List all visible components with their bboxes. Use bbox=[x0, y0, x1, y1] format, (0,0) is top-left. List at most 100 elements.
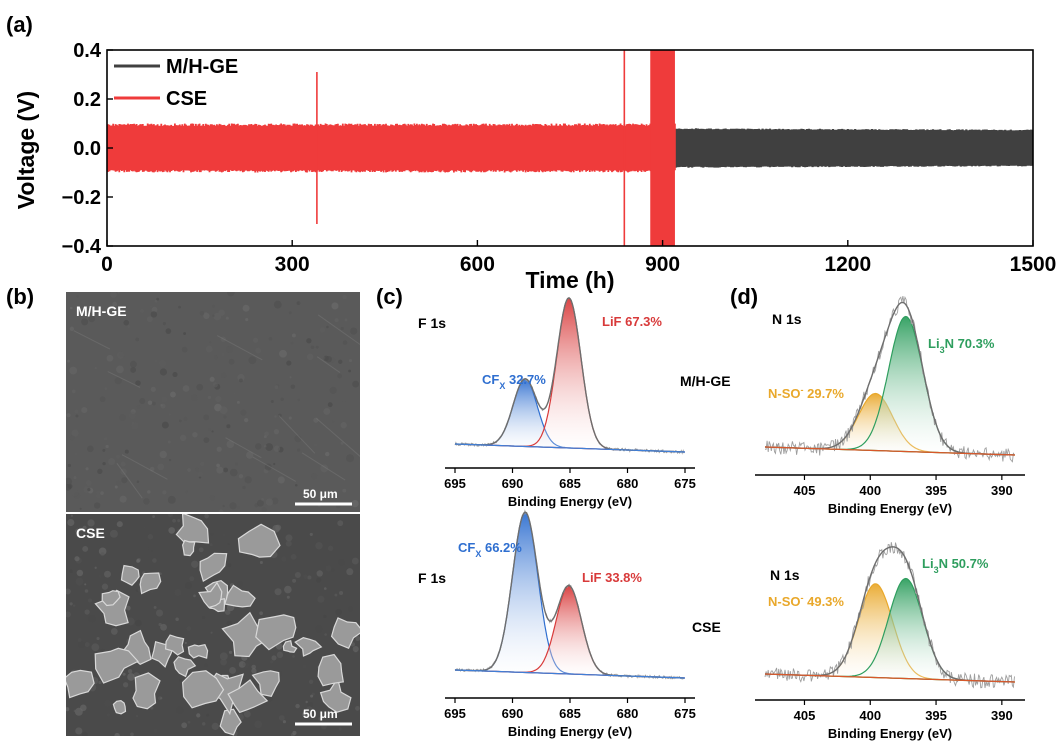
sem-speckle bbox=[94, 366, 97, 370]
peak-label-name: LiF bbox=[582, 570, 602, 585]
sem-speckle bbox=[212, 314, 215, 317]
sem-speckle bbox=[317, 353, 325, 362]
sem-speckle bbox=[81, 407, 88, 414]
sem-speckle bbox=[87, 614, 96, 623]
sem-scratch bbox=[252, 456, 297, 482]
sem-speckle bbox=[182, 385, 190, 392]
sem-speckle bbox=[198, 547, 204, 553]
x-axis-label: Binding Energy (eV) bbox=[508, 724, 632, 739]
sem-speckle bbox=[207, 395, 212, 400]
sem-speckle bbox=[87, 598, 93, 603]
sem-speckle bbox=[219, 406, 228, 415]
sem-speckle bbox=[226, 424, 231, 429]
sem-speckle bbox=[152, 515, 156, 518]
sem-speckle bbox=[285, 540, 292, 547]
sem-speckle bbox=[259, 561, 263, 565]
sem-speckle bbox=[234, 462, 238, 466]
sem-speckle bbox=[119, 351, 126, 358]
sem-speckle bbox=[222, 533, 226, 537]
x-axis-label: Time (h) bbox=[525, 267, 614, 293]
sem-speckle bbox=[288, 311, 292, 315]
sem-image-mhge bbox=[66, 292, 360, 512]
sem-speckle bbox=[192, 431, 198, 438]
x-tick-label: 390 bbox=[991, 708, 1013, 723]
sem-speckle bbox=[154, 299, 158, 303]
sem-speckle bbox=[157, 463, 165, 471]
sem-speckle bbox=[347, 606, 354, 612]
sem-speckle bbox=[284, 585, 292, 594]
peak-label-1: LiF 67.3% bbox=[602, 314, 662, 329]
sem-speckle bbox=[135, 380, 141, 386]
sem-speckle bbox=[191, 560, 199, 568]
sem-speckle bbox=[223, 467, 229, 473]
sem-speckle bbox=[286, 595, 290, 599]
sem-speckle bbox=[209, 341, 212, 344]
sem-speckle bbox=[205, 345, 213, 353]
sem-speckle bbox=[211, 430, 214, 433]
sem-speckle bbox=[224, 609, 231, 615]
sem-scratch bbox=[317, 314, 360, 346]
sem-speckle bbox=[228, 358, 235, 365]
sem-speckle bbox=[274, 588, 282, 596]
sem-label-mhge: M/H-GE bbox=[76, 303, 127, 319]
sem-dendrite bbox=[330, 617, 360, 649]
sem-speckle bbox=[95, 493, 101, 499]
sem-speckle bbox=[148, 546, 152, 550]
sem-speckle bbox=[244, 476, 252, 484]
sem-speckle bbox=[150, 549, 154, 553]
sem-speckle bbox=[125, 605, 131, 611]
sem-speckle bbox=[122, 672, 126, 676]
peak-label-1: LiF 33.8% bbox=[582, 570, 642, 585]
sem-speckle bbox=[248, 356, 257, 365]
sem-speckle bbox=[96, 636, 100, 641]
x-tick-label: 695 bbox=[444, 476, 466, 491]
sem-speckle bbox=[306, 338, 312, 344]
sem-speckle bbox=[212, 304, 215, 308]
sem-speckle bbox=[169, 391, 176, 398]
x-axis-label: Binding Energy (eV) bbox=[828, 726, 952, 741]
sem-speckle bbox=[75, 727, 83, 735]
sem-speckle bbox=[69, 602, 73, 606]
sem-speckle bbox=[181, 722, 188, 729]
sem-dendrite bbox=[139, 572, 162, 595]
sem-speckle bbox=[143, 526, 146, 529]
sem-speckle bbox=[323, 587, 327, 590]
sem-speckle bbox=[81, 318, 89, 326]
panel-c-f1s-xps: (c) 695 690 685 680 675 Binding Energy (eV) F … bbox=[376, 284, 696, 739]
sem-speckle bbox=[78, 620, 84, 627]
sem-speckle bbox=[107, 457, 116, 466]
sem-speckle bbox=[346, 454, 355, 463]
peak-label-name: N-SO bbox=[768, 594, 801, 609]
sem-speckle bbox=[97, 468, 103, 474]
peak-label-name: Li bbox=[922, 556, 934, 571]
sem-speckle bbox=[216, 463, 220, 468]
peak-label-percent: 70.3% bbox=[954, 336, 995, 351]
sem-speckle bbox=[317, 595, 325, 603]
sem-speckle bbox=[229, 502, 237, 510]
sem-speckle bbox=[184, 581, 192, 590]
sem-speckle bbox=[199, 310, 205, 316]
sem-speckle bbox=[187, 720, 191, 724]
sem-speckle bbox=[181, 346, 188, 353]
sem-speckle bbox=[221, 352, 226, 357]
sem-speckle bbox=[125, 609, 129, 613]
sem-speckle bbox=[226, 292, 235, 297]
sem-speckle bbox=[277, 476, 285, 484]
sem-scratch bbox=[316, 417, 360, 457]
sem-speckle bbox=[285, 534, 293, 542]
sem-speckle bbox=[222, 504, 225, 508]
sem-speckle bbox=[306, 706, 313, 713]
sem-speckle bbox=[239, 378, 243, 383]
sem-speckle bbox=[119, 414, 126, 422]
sem-speckle bbox=[265, 443, 274, 451]
sem-speckle bbox=[326, 325, 329, 329]
sem-speckle bbox=[350, 327, 358, 335]
sem-speckle bbox=[295, 703, 300, 709]
x-tick-label: 900 bbox=[645, 253, 680, 276]
x-tick-label: 1200 bbox=[824, 253, 871, 276]
peak-label-name: LiF bbox=[602, 314, 622, 329]
sem-speckle bbox=[338, 727, 342, 731]
sem-dendrite bbox=[227, 679, 269, 714]
sem-speckle bbox=[316, 570, 323, 577]
sem-speckle bbox=[334, 593, 338, 597]
